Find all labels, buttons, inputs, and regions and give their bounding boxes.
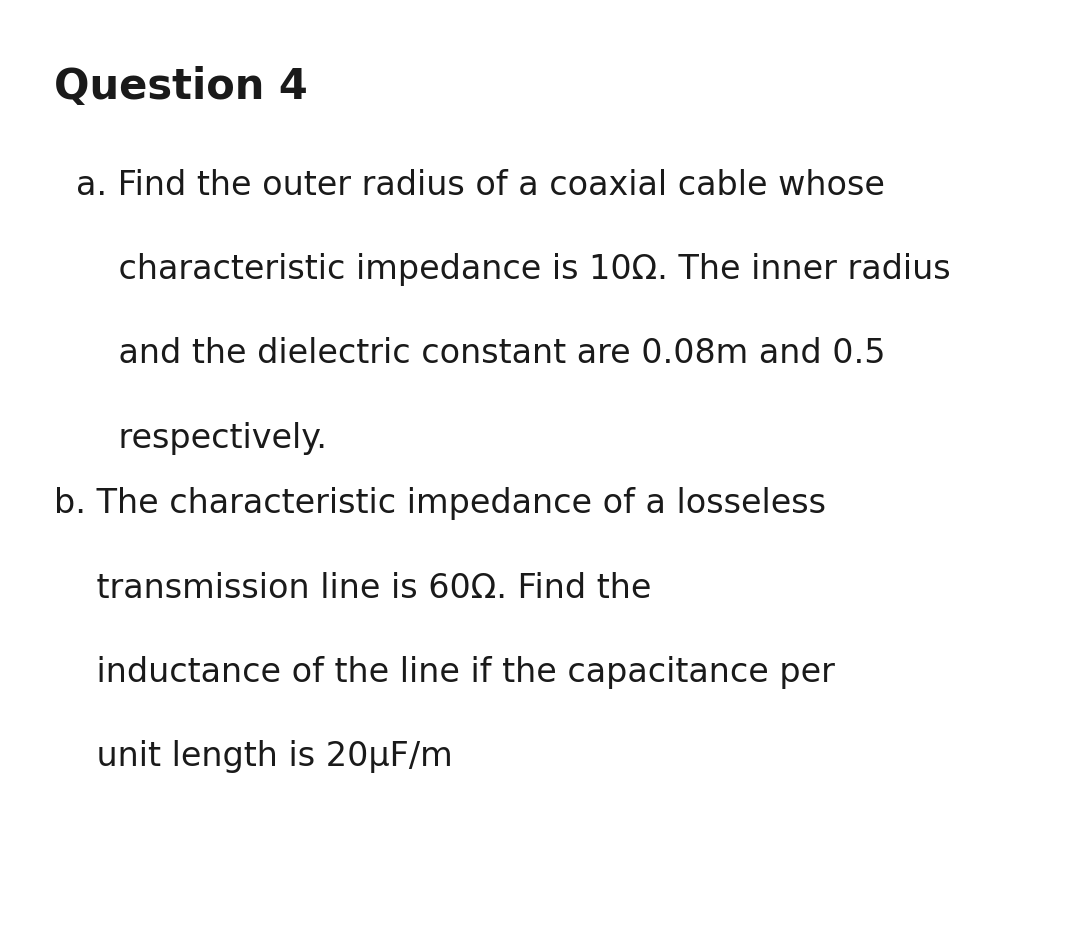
Text: Question 4: Question 4	[54, 66, 308, 108]
Text: and the dielectric constant are 0.08m and 0.5: and the dielectric constant are 0.08m an…	[76, 337, 886, 370]
Text: b. The characteristic impedance of a losseless: b. The characteristic impedance of a los…	[54, 487, 826, 519]
Text: characteristic impedance is 10Ω. The inner radius: characteristic impedance is 10Ω. The inn…	[76, 253, 950, 285]
Text: respectively.: respectively.	[76, 421, 326, 454]
Text: inductance of the line if the capacitance per: inductance of the line if the capacitanc…	[54, 655, 835, 688]
Text: transmission line is 60Ω. Find the: transmission line is 60Ω. Find the	[54, 571, 651, 604]
Text: unit length is 20μF/m: unit length is 20μF/m	[54, 739, 453, 772]
Text: a. Find the outer radius of a coaxial cable whose: a. Find the outer radius of a coaxial ca…	[76, 168, 885, 201]
